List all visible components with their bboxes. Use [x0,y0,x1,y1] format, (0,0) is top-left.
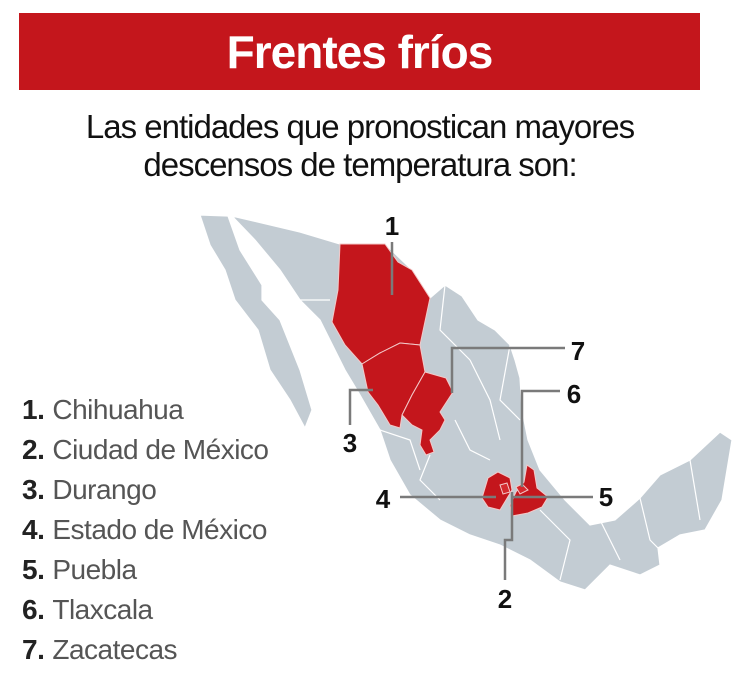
legend-item: 7. Zacatecas [22,634,178,665]
legend-item: 5. Puebla [22,554,137,585]
map-label-3: 3 [343,428,357,458]
subtitle-line-2: descensos de temperatura son: [143,146,577,183]
state-zacatecas [401,371,454,456]
map-label-2: 2 [498,584,512,614]
subtitle-line-1: Las entidades que pronostican mayores [85,108,635,145]
state-borders [300,284,701,581]
legend-item: 2. Ciudad de México [22,434,269,465]
map-label-4: 4 [376,484,391,514]
state-estado-de-mexico [481,471,513,511]
legend-item: 3. Durango [22,474,157,505]
leader-lines [348,242,593,580]
map-label-1: 1 [385,211,399,241]
page-title: Frentes fríos [226,25,494,78]
map-label-7: 7 [571,336,585,366]
map-label-6: 6 [567,379,581,409]
legend-item: 4. Estado de México [22,514,267,545]
legend-item: 6. Tlaxcala [22,594,153,625]
legend-list: 1. Chihuahua 2. Ciudad de México 3. Durango… [22,390,269,670]
title-banner: Frentes fríos [19,13,700,90]
subtitle: Las entidades que pronostican mayores de… [0,108,720,184]
state-tlaxcala [515,483,529,495]
map-label-5: 5 [599,482,613,512]
legend-item: 1. Chihuahua [22,394,184,425]
state-cdmx [499,482,511,495]
baja-california [199,214,313,430]
